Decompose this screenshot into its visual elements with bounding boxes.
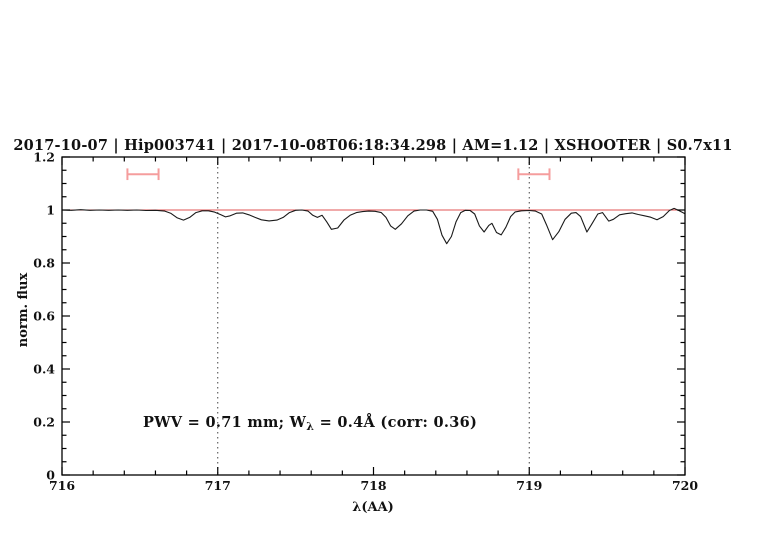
y-tick-label: 0.2 xyxy=(33,415,55,430)
y-tick-label: 0 xyxy=(46,468,55,483)
y-tick-label: 0.6 xyxy=(33,309,55,324)
spectrum-line xyxy=(61,207,686,245)
spectrum-trace xyxy=(61,207,686,245)
y-tick-label: 0.8 xyxy=(33,256,55,271)
x-tick-label: 719 xyxy=(516,478,542,493)
x-tick-label: 717 xyxy=(205,478,231,493)
x-tick-label: 718 xyxy=(360,478,386,493)
x-axis-label: λ(AA) xyxy=(352,500,394,515)
pwv-annotation-suffix: = 0.4Å (corr: 0.36) xyxy=(314,413,477,431)
dotted-guide-lines xyxy=(217,157,530,475)
range-marker-1 xyxy=(126,168,160,181)
y-tick-label: 1 xyxy=(46,203,55,218)
range-marker-2 xyxy=(517,168,551,181)
pwv-annotation: PWV = 0.71 mm; Wλ = 0.4Å (corr: 0.36) xyxy=(143,413,477,433)
chart-title: 2017-10-07 | Hip003741 | 2017-10-08T06:1… xyxy=(13,137,732,154)
y-axis-label: norm. flux xyxy=(16,273,31,348)
pwv-annotation-subscript: λ xyxy=(306,420,314,433)
x-tick-label: 716 xyxy=(49,478,75,493)
x-tick-label: 720 xyxy=(672,478,698,493)
y-tick-label: 1.2 xyxy=(33,150,55,165)
y-tick-label: 0.4 xyxy=(33,362,55,377)
axis-tick-labels: 716 717 718 719 720 0 0.2 0.4 0.6 0.8 1 1.2 xyxy=(33,150,698,494)
band-range-markers xyxy=(126,168,551,181)
pwv-annotation-prefix: PWV = 0.71 mm; W xyxy=(143,414,307,431)
axis-ticks xyxy=(61,156,686,476)
